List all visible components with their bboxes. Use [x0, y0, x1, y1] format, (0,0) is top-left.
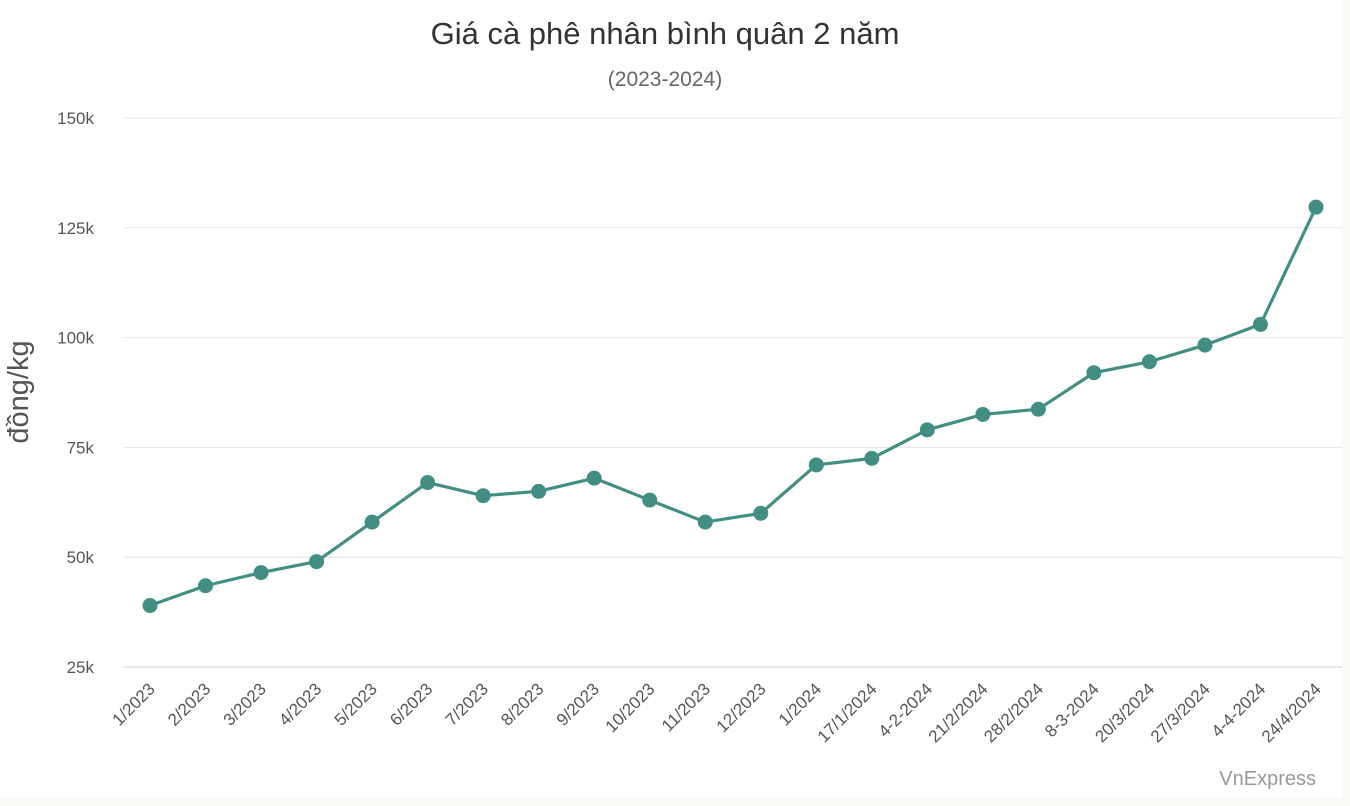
y-tick-label: 25k [67, 658, 95, 677]
x-tick-label: 1/2023 [109, 679, 159, 729]
x-tick-label: 27/3/2024 [1147, 679, 1214, 746]
data-point [1086, 365, 1102, 381]
data-point [1197, 337, 1213, 353]
x-tick-label: 9/2023 [553, 679, 603, 729]
x-tick-label: 17/1/2024 [814, 679, 881, 746]
data-point [919, 422, 935, 438]
x-tick-label: 28/2/2024 [980, 679, 1047, 746]
x-tick-label: 5/2023 [331, 679, 381, 729]
data-point [142, 598, 158, 614]
data-point [1308, 199, 1324, 215]
y-tick-label: 125k [57, 219, 94, 238]
data-point [586, 470, 602, 486]
y-tick-label: 100k [57, 329, 94, 348]
data-point [364, 514, 380, 530]
data-point [253, 565, 269, 581]
x-tick-label: 1/2024 [775, 679, 825, 729]
x-tick-label: 6/2023 [386, 679, 436, 729]
series-line [148, 205, 1318, 608]
x-tick-label: 2/2023 [164, 679, 214, 729]
x-tick-label: 20/3/2024 [1091, 679, 1158, 746]
data-point [475, 488, 491, 504]
x-tick-label: 24/4/2024 [1258, 679, 1325, 746]
x-tick-label: 4/2023 [275, 679, 325, 729]
data-point [753, 505, 769, 521]
data-point [1252, 316, 1268, 332]
data-point [808, 457, 824, 473]
data-point [642, 492, 658, 508]
x-tick-label: 3/2023 [220, 679, 270, 729]
data-point [975, 406, 991, 422]
y-tick-label: 75k [67, 438, 95, 457]
data-point [864, 450, 880, 466]
x-tick-label: 8/2023 [497, 679, 547, 729]
data-point [697, 514, 713, 530]
x-tick-label: 7/2023 [442, 679, 492, 729]
data-point [1030, 401, 1046, 417]
x-tick-label: 21/2/2024 [925, 679, 992, 746]
data-point [531, 483, 547, 499]
data-point [309, 554, 325, 570]
source-credit: VnExpress [1219, 768, 1316, 790]
x-tick-label: 10/2023 [602, 679, 659, 736]
data-point [420, 475, 436, 491]
y-tick-label: 50k [67, 548, 95, 567]
x-tick-label: 11/2023 [658, 679, 714, 735]
x-tick-label: 12/2023 [713, 679, 770, 736]
data-point [1141, 354, 1157, 370]
chart-title: Giá cà phê nhân bình quân 2 năm [430, 16, 900, 51]
y-tick-label: 150k [57, 109, 94, 128]
chart-subtitle: (2023-2024) [607, 68, 723, 91]
data-point [198, 578, 214, 594]
y-axis-label: đồng/kg [3, 340, 35, 443]
